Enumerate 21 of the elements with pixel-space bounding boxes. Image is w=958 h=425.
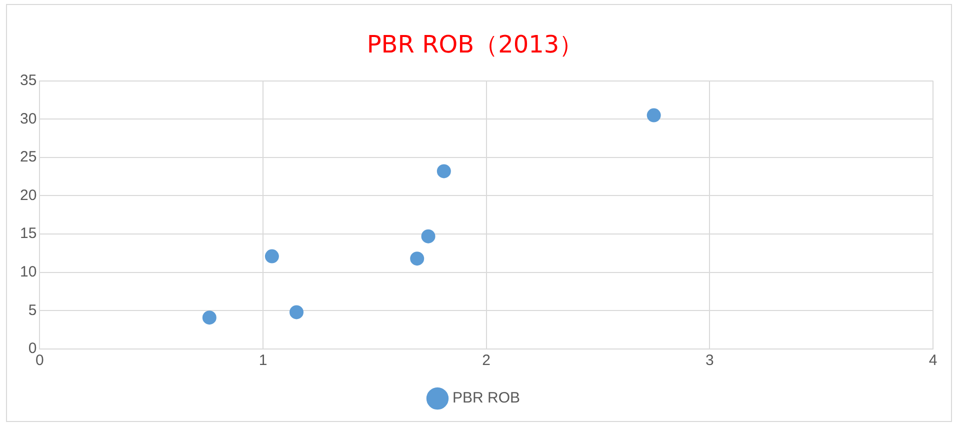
point [264, 249, 279, 264]
x-tick-label: 1 [258, 352, 268, 370]
y-tick-label: 0 [28, 340, 37, 358]
point [421, 229, 436, 244]
y-tick-label: 10 [20, 264, 37, 281]
y-tick-label: 5 [28, 302, 37, 319]
legend-label: PBR ROB [452, 390, 520, 407]
x-tick-label: 2 [482, 352, 491, 370]
y-tick-label: 35 [20, 72, 37, 89]
point [436, 164, 451, 178]
chart-title: PBR ROB（2013） [366, 30, 584, 59]
y-tick-label: 15 [20, 225, 37, 242]
x-tick-label: 4 [928, 352, 938, 370]
point [646, 108, 661, 122]
y-tick-label: 20 [20, 186, 37, 204]
point [410, 252, 424, 266]
point [202, 310, 216, 325]
y-tick-label: 30 [20, 110, 37, 128]
point [290, 305, 304, 320]
y-tick-label: 25 [20, 148, 37, 166]
x-tick-label: 3 [706, 352, 714, 370]
